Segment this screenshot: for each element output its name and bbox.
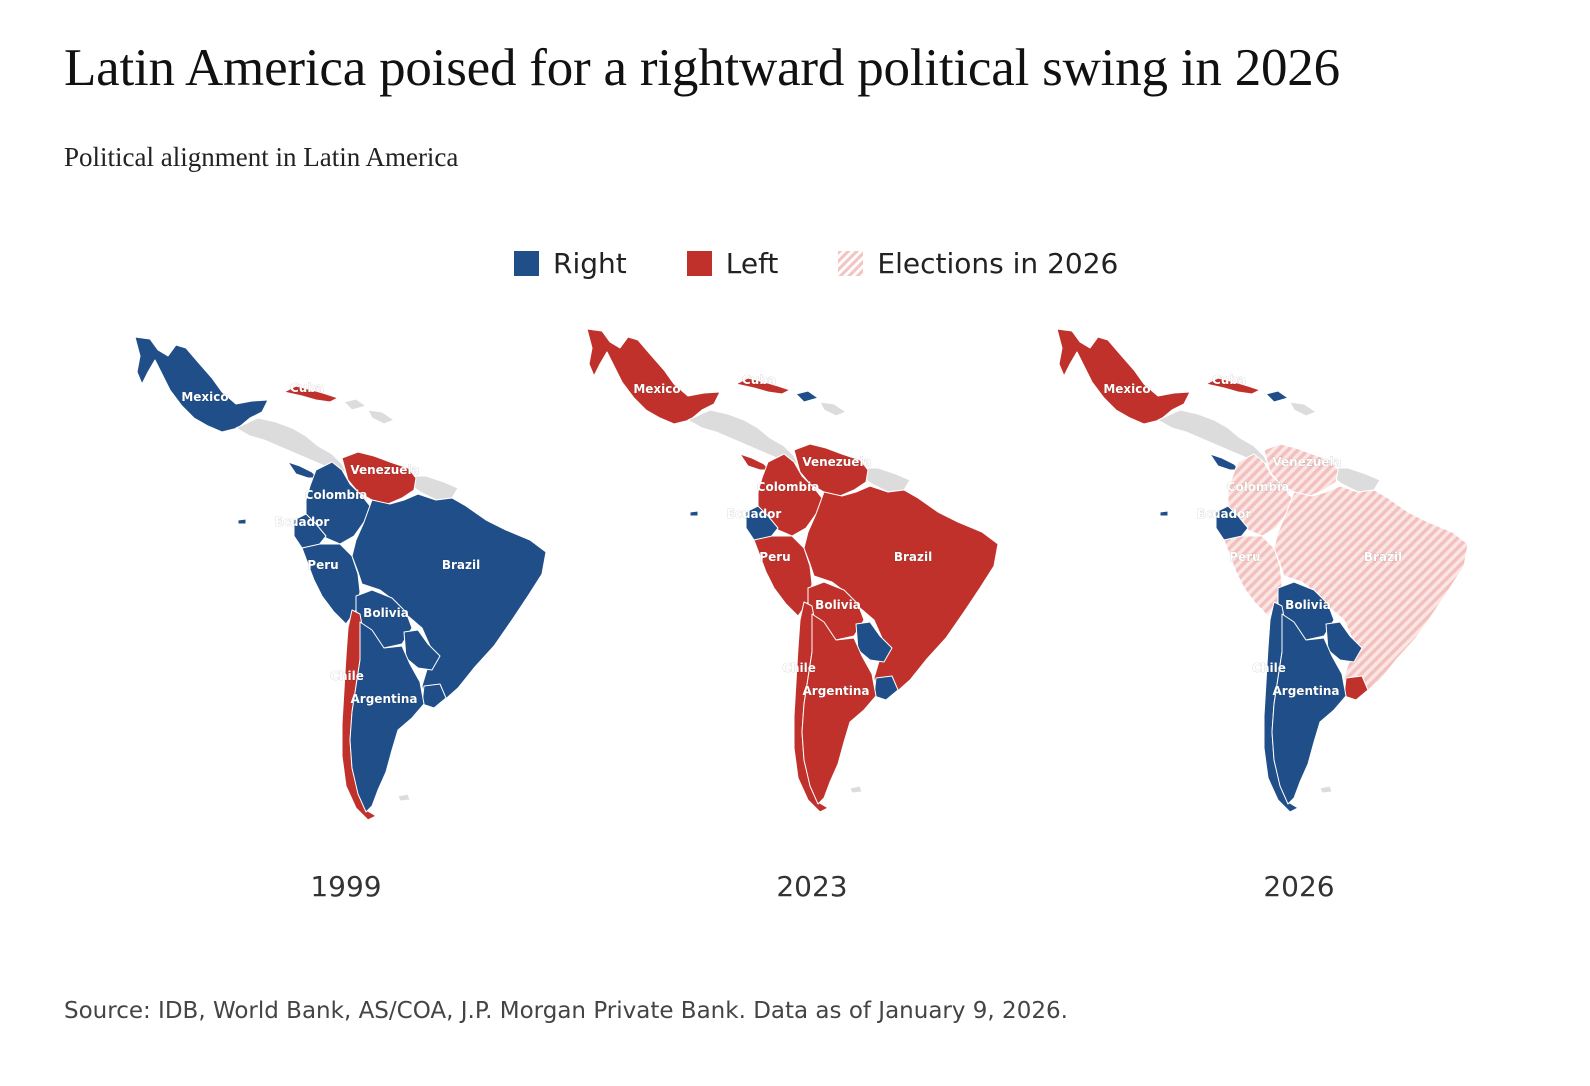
- region-caribbean-misc-2023: [819, 401, 847, 417]
- region-caribbean-misc-2026: [1289, 401, 1317, 417]
- map-label-cuba-1999: Cuba: [290, 381, 324, 395]
- region-caribbean-misc-1999: [367, 409, 395, 425]
- map-label-colombia-1999: Colombia: [305, 488, 368, 502]
- legend-label-elections: Elections in 2026: [877, 246, 1119, 280]
- map-label-mexico-1999: Mexico: [181, 390, 228, 404]
- page-subtitle: Political alignment in Latin America: [64, 142, 459, 172]
- region-cuba-2026: [1205, 377, 1261, 395]
- legend-swatch-right: [514, 250, 539, 276]
- map-label-colombia-2026: Colombia: [1227, 480, 1290, 494]
- map-2026: Mexico Cuba Venezuela Colombia Ecuador Peru Br…: [1056, 328, 1469, 813]
- map-label-bolivia-2026: Bolivia: [1285, 598, 1331, 612]
- region-colombia-1999: [305, 461, 371, 545]
- map-label-colombia-2023: Colombia: [757, 480, 820, 494]
- map-label-chile-2026: Chile: [1252, 661, 1286, 675]
- region-colombia-2026: [1227, 453, 1293, 537]
- map-label-mexico-2023: Mexico: [633, 382, 680, 396]
- map-label-peru-2026: Peru: [1229, 550, 1260, 564]
- region-ecuador-2023: [745, 505, 779, 541]
- map-label-mexico-2026: Mexico: [1103, 382, 1150, 396]
- year-label-2026: 2026: [1263, 870, 1335, 903]
- map-label-peru-2023: Peru: [759, 550, 790, 564]
- region-argentina-2023: [801, 613, 877, 805]
- map-label-peru-1999: Peru: [307, 558, 338, 572]
- region-cuba-2023: [735, 377, 791, 395]
- region-cuba-1999: [283, 385, 339, 403]
- map-label-brazil-2026: Brazil: [1364, 550, 1402, 564]
- map-label-argentina-1999: Argentina: [351, 692, 418, 706]
- legend-label-left: Left: [725, 246, 779, 280]
- legend-item-elections: Elections in 2026: [838, 247, 1118, 280]
- map-label-venezuela-2026: Venezuela: [1272, 455, 1341, 469]
- region-dominican-republic-2026: [1265, 390, 1289, 403]
- source-note: Source: IDB, World Bank, AS/COA, J.P. Mo…: [64, 998, 1068, 1024]
- map-label-ecuador-2026: Ecuador: [1197, 507, 1252, 521]
- legend-item-right: Right: [514, 247, 627, 280]
- map-label-argentina-2026: Argentina: [1273, 684, 1340, 698]
- year-label-2023: 2023: [776, 870, 848, 903]
- map-label-brazil-2023: Brazil: [894, 550, 932, 564]
- map-label-ecuador-1999: Ecuador: [275, 515, 330, 529]
- map-label-chile-1999: Chile: [330, 669, 364, 683]
- legend-swatch-elections: [838, 250, 864, 276]
- region-ecuador-2026: [1215, 505, 1249, 541]
- region-dominican-republic-2023: [795, 390, 819, 403]
- region-ecuador-1999: [293, 513, 327, 549]
- map-label-brazil-1999: Brazil: [442, 558, 480, 572]
- map-label-argentina-2023: Argentina: [803, 684, 870, 698]
- region-falklands-1999: [397, 793, 411, 802]
- legend-item-left: Left: [686, 246, 779, 280]
- legend-swatch-left: [686, 250, 712, 276]
- region-argentina-2026: [1271, 613, 1347, 805]
- region-colombia-2023: [757, 453, 823, 537]
- legend: Right Left Elections in 2026: [514, 243, 1118, 283]
- year-label-1999: 1999: [310, 870, 382, 903]
- region-galapagos-2023: [689, 510, 699, 517]
- map-label-cuba-2026: Cuba: [1212, 373, 1246, 387]
- map-2023: Mexico Cuba Venezuela Colombia Ecuador Peru Br…: [586, 328, 999, 813]
- map-label-chile-2023: Chile: [782, 661, 816, 675]
- map-label-bolivia-2023: Bolivia: [815, 598, 861, 612]
- map-label-venezuela-1999: Venezuela: [350, 463, 419, 477]
- region-mexico-1999: [134, 336, 269, 433]
- region-brazil-1999: [351, 493, 547, 705]
- map-label-cuba-2023: Cuba: [742, 373, 776, 387]
- region-galapagos-2026: [1159, 510, 1169, 517]
- region-dominican-republic-1999: [343, 398, 367, 411]
- map-label-ecuador-2023: Ecuador: [727, 507, 782, 521]
- page-title: Latin America poised for a rightward pol…: [64, 39, 1340, 97]
- map-label-bolivia-1999: Bolivia: [363, 606, 409, 620]
- region-galapagos-1999: [237, 518, 247, 525]
- map-1999: Mexico Cuba Venezuela Colombia Ecuador Peru Br…: [134, 336, 547, 821]
- region-argentina-1999: [349, 621, 425, 813]
- map-label-venezuela-2023: Venezuela: [802, 455, 871, 469]
- maps-root: Mexico Cuba Venezuela Colombia Ecuador Peru Br…: [134, 328, 1469, 821]
- region-brazil-2023: [803, 485, 999, 697]
- region-mexico-2026: [1056, 328, 1191, 425]
- region-brazil-2026: [1273, 485, 1469, 697]
- region-falklands-2026: [1319, 785, 1333, 794]
- legend-label-right: Right: [553, 246, 627, 280]
- region-falklands-2023: [849, 785, 863, 794]
- region-mexico-2023: [586, 328, 721, 425]
